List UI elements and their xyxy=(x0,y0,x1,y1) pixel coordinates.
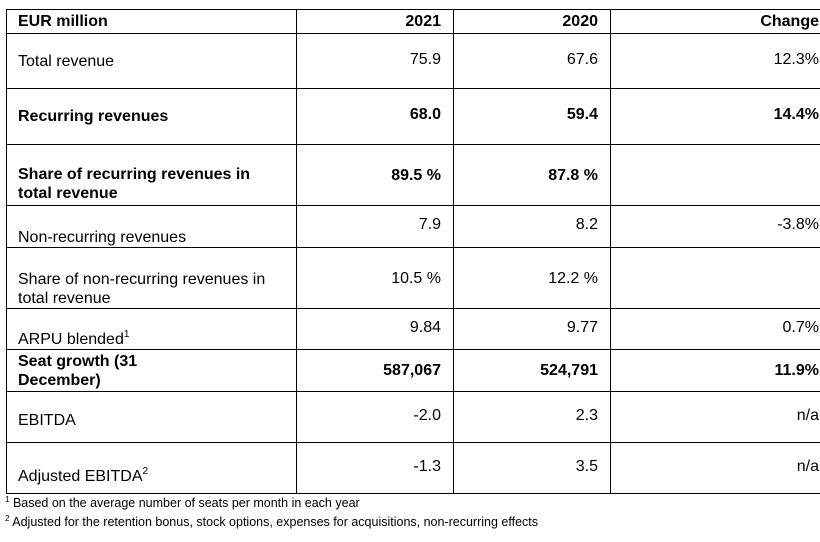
table-row: Seat growth (31 December) 587,067 524,79… xyxy=(6,349,820,392)
header-label: EUR million xyxy=(6,9,297,34)
footnote-mark: 2 xyxy=(5,514,10,523)
value-2020: 524,791 xyxy=(453,349,611,392)
value-change: 14.4% xyxy=(610,88,820,145)
row-label-text: Adjusted EBITDA xyxy=(18,468,143,485)
row-label-text: Seat growth (31 December) xyxy=(18,352,138,389)
row-label: ARPU blended1 xyxy=(6,308,297,350)
value-change: 11.9% xyxy=(610,349,820,392)
value-2021: 7.9 xyxy=(296,205,454,248)
value-change: n/a xyxy=(610,391,820,443)
table-row: Share of recurring revenues in total rev… xyxy=(6,144,820,206)
footnote-1: 1 Based on the average number of seats p… xyxy=(5,496,360,511)
value-2021: -2.0 xyxy=(296,391,454,443)
footnote-text: Adjusted for the retention bonus, stock … xyxy=(12,515,539,529)
row-label: Adjusted EBITDA2 xyxy=(6,442,297,494)
header-row: EUR million 2021 2020 Change xyxy=(6,9,820,34)
value-2020: 2.3 xyxy=(453,391,611,443)
row-label: Recurring revenues xyxy=(6,88,297,145)
row-label: Share of non-recurring revenues in total… xyxy=(6,247,297,309)
footnote-mark: 1 xyxy=(5,495,10,504)
value-change xyxy=(610,247,820,309)
footnote-2: 2 Adjusted for the retention bonus, stoc… xyxy=(5,515,538,530)
header-2020: 2020 xyxy=(453,9,611,34)
value-2021: 9.84 xyxy=(296,308,454,350)
value-change: n/a xyxy=(610,442,820,494)
value-2021: 68.0 xyxy=(296,88,454,145)
table-row: Recurring revenues 68.0 59.4 14.4% xyxy=(6,88,820,145)
value-2021: 10.5 % xyxy=(296,247,454,309)
value-2021: 587,067 xyxy=(296,349,454,392)
row-label: Seat growth (31 December) xyxy=(6,349,297,392)
value-2021: 75.9 xyxy=(296,33,454,89)
value-change: 0.7% xyxy=(610,308,820,350)
table-row: Non-recurring revenues 7.9 8.2 -3.8% xyxy=(6,205,820,248)
table-row: ARPU blended1 9.84 9.77 0.7% xyxy=(6,308,820,350)
value-2021: 89.5 % xyxy=(296,144,454,206)
row-label: EBITDA xyxy=(6,391,297,443)
row-label: Total revenue xyxy=(6,33,297,89)
value-2020: 9.77 xyxy=(453,308,611,350)
value-2020: 8.2 xyxy=(453,205,611,248)
footnote-text: Based on the average number of seats per… xyxy=(12,496,360,510)
footnote-ref: 1 xyxy=(123,329,130,340)
value-2020: 3.5 xyxy=(453,442,611,494)
value-change: 12.3% xyxy=(610,33,820,89)
footnote-ref: 2 xyxy=(142,466,149,477)
value-2020: 67.6 xyxy=(453,33,611,89)
financial-table: EUR million 2021 2020 Change Total reven… xyxy=(6,9,820,494)
table-row: EBITDA -2.0 2.3 n/a xyxy=(6,391,820,443)
header-change: Change xyxy=(610,9,820,34)
row-label-text: ARPU blended xyxy=(18,331,124,348)
row-label: Non-recurring revenues xyxy=(6,205,297,248)
table-row: Total revenue 75.9 67.6 12.3% xyxy=(6,33,820,89)
table-row: Share of non-recurring revenues in total… xyxy=(6,247,820,309)
header-2021: 2021 xyxy=(296,9,454,34)
value-2020: 59.4 xyxy=(453,88,611,145)
value-2020: 12.2 % xyxy=(453,247,611,309)
table-row: Adjusted EBITDA2 -1.3 3.5 n/a xyxy=(6,442,820,494)
value-change: -3.8% xyxy=(610,205,820,248)
value-2020: 87.8 % xyxy=(453,144,611,206)
value-2021: -1.3 xyxy=(296,442,454,494)
value-change xyxy=(610,144,820,206)
row-label: Share of recurring revenues in total rev… xyxy=(6,144,297,206)
